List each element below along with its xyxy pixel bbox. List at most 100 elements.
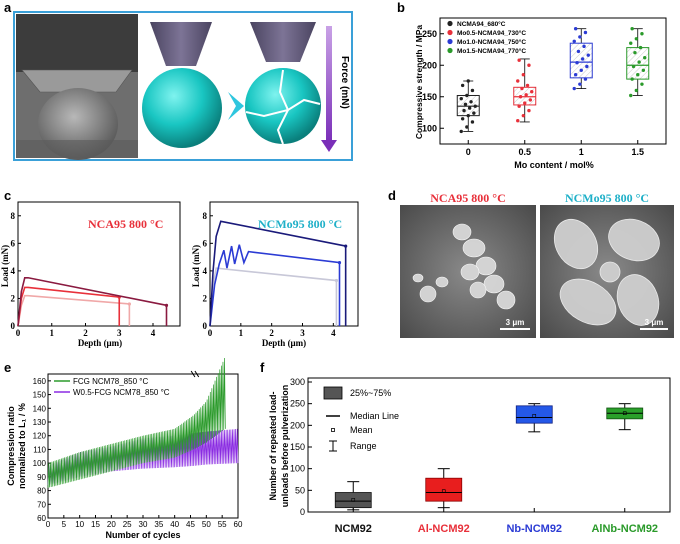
plot-b-xtick-label: 1.5 — [631, 147, 644, 157]
plot-b-point — [459, 96, 463, 101]
plot-b-point — [530, 90, 534, 94]
panel-a-label: a — [4, 0, 12, 15]
cracked-particle-sphere — [245, 68, 321, 144]
plot-f-ytick-label: 300 — [290, 377, 305, 387]
plot-e-xtick-label: 25 — [123, 520, 132, 529]
plot-e-xtick-label: 0 — [46, 520, 51, 529]
plot-b-point — [578, 82, 582, 86]
plot-f-mean — [532, 413, 537, 418]
plot-b-legend-marker — [447, 47, 453, 54]
plot-c-right-xlabel: Depth (μm) — [262, 338, 306, 348]
plot-c-right-marks: 0 2 4 6 8 0 1 2 3 4 — [203, 211, 348, 338]
plot-b-point — [576, 49, 581, 54]
plot-e-marks — [47, 358, 239, 488]
plot-b-point — [629, 93, 633, 98]
plot-e-ytick-label: 160 — [33, 377, 47, 386]
plot-c-right-ytick-label: 4 — [203, 266, 208, 276]
plot-e-ytick-label: 130 — [33, 418, 47, 427]
plot-b-point — [583, 30, 588, 35]
force-arrow-head-icon — [321, 140, 337, 152]
plot-b-point — [629, 41, 633, 45]
plot-c-left-ylabel: Load (mN) — [0, 245, 10, 287]
plot-b-point — [634, 37, 639, 41]
plot-f-legend-text: Median Line — [350, 411, 399, 421]
plot-b-marks — [456, 27, 650, 134]
plot-c-right-title: NCMo95 800 °C — [258, 217, 342, 231]
plot-b-point — [459, 129, 463, 134]
plot-e-ytick-label: 80 — [37, 487, 46, 496]
plot-f-ytick-label: 200 — [290, 420, 305, 430]
plot-b-point — [521, 73, 526, 77]
plot-b-point — [470, 88, 475, 93]
plot-b-point — [460, 83, 465, 88]
plot-f-marks — [334, 403, 644, 511]
plot-e-ytick-label: 140 — [33, 404, 47, 413]
plot-c-right-xtick-label: 1 — [239, 328, 244, 338]
scale-bar-left: 3 μm — [506, 318, 525, 327]
plot-c-left-marks: 0 2 4 6 8 0 1 2 3 4 — [11, 211, 169, 338]
plot-b-point — [527, 108, 531, 113]
plot-b-point — [524, 93, 528, 97]
plot-c-left-ytick-label: 2 — [11, 293, 16, 303]
plot-f-category-label: AlNb-NCM92 — [591, 523, 658, 535]
plot-c-right-ylabel: Load (mN) — [191, 245, 201, 287]
plot-e-xlabel: Number of cycles — [105, 530, 180, 540]
plot-e-legend-text: W0.5-FCG NCM78_850 °C — [73, 388, 170, 397]
plot-f-legend-box — [323, 386, 343, 400]
panel-a: a Force (mN) — [4, 0, 353, 161]
plot-b-xlabel: Mo content / mol% — [514, 160, 594, 170]
plot-b-point — [573, 27, 578, 31]
plot-f-box — [334, 492, 372, 509]
plot-c-right-ytick-label: 6 — [203, 238, 208, 248]
plot-e-xtick-label: 35 — [154, 520, 163, 529]
plot-b-ytick-label: 150 — [422, 92, 437, 102]
plot-e-legend-text: FCG NCM78_850 °C — [73, 377, 148, 386]
plot-e-legend: FCG NCM78_850 °C W0.5-FCG NCM78_850 °C — [54, 377, 170, 397]
plot-b-point — [518, 95, 523, 99]
panel-c: c NCA95 800 °C NCMo95 800 °C Load (mN) L… — [0, 188, 359, 348]
plot-b-ytick-label: 100 — [422, 123, 437, 133]
plot-c-right-ytick-label: 0 — [203, 321, 208, 331]
plot-b-point — [634, 88, 639, 93]
plot-b-point — [575, 61, 579, 65]
plot-b-point — [586, 53, 590, 57]
plot-b-point — [473, 104, 477, 108]
force-label: Force (mN) — [339, 56, 350, 109]
sem-compression-image — [16, 14, 138, 160]
plot-b-legend: NCMA94_680°CMo0.5-NCMA94_730°CMo1.0-NCMA… — [447, 20, 526, 55]
plot-b-point — [472, 111, 476, 115]
plot-b-point — [469, 100, 473, 104]
sem-right-title: NCMo95 800 °C — [565, 191, 649, 205]
scale-bar-right: 3 μm — [645, 318, 664, 327]
plot-e-xtick-label: 20 — [107, 520, 116, 529]
plot-b-point — [572, 39, 576, 44]
plot-f-category-label: Nb-NCM92 — [506, 523, 562, 535]
plot-b-legend-text: Mo1.5-NCMA94_770°C — [457, 47, 526, 55]
plot-f-mean — [351, 498, 356, 502]
plot-b-point — [582, 44, 586, 49]
plot-e-xtick-label: 15 — [91, 520, 100, 529]
plot-c-right-ytick-label: 2 — [203, 293, 208, 303]
plot-c-left-title: NCA95 800 °C — [88, 217, 163, 231]
panel-f-label: f — [260, 360, 265, 375]
plot-b-point — [641, 68, 646, 72]
plot-b-point — [466, 113, 470, 118]
plot-e-ylabel-line1: Compression ratio — [6, 406, 16, 486]
sem-left-title: NCA95 800 °C — [430, 191, 505, 205]
plot-b-ylabel: Compressive strength / MPa — [414, 25, 424, 140]
plot-f-ylabel-line1: Number of repeated load- — [268, 391, 278, 500]
plot-b-point — [520, 86, 524, 91]
plot-b-point — [516, 79, 520, 83]
plot-b-ticks: 100 150 200 250 0 0.5 1 1.5 — [422, 29, 644, 157]
plot-b-ytick-label: 250 — [422, 29, 437, 39]
plot-b-point — [466, 79, 470, 83]
plot-b-point — [572, 86, 576, 91]
plot-c-right-xtick-label: 0 — [208, 328, 213, 338]
plot-e-ytick-label: 90 — [37, 473, 46, 482]
plot-f-ytick-label: 0 — [300, 507, 305, 517]
plot-e-xtick-label: 50 — [202, 520, 211, 529]
plot-c-right-curve-end-point — [334, 278, 339, 283]
plot-f-ticks: 0 50 100 150 200 250 300 NCM92 Al-NCM92 Nb-NCM92 A… — [290, 377, 658, 535]
plot-b-legend-marker — [447, 20, 453, 27]
plot-b-point — [460, 117, 465, 121]
